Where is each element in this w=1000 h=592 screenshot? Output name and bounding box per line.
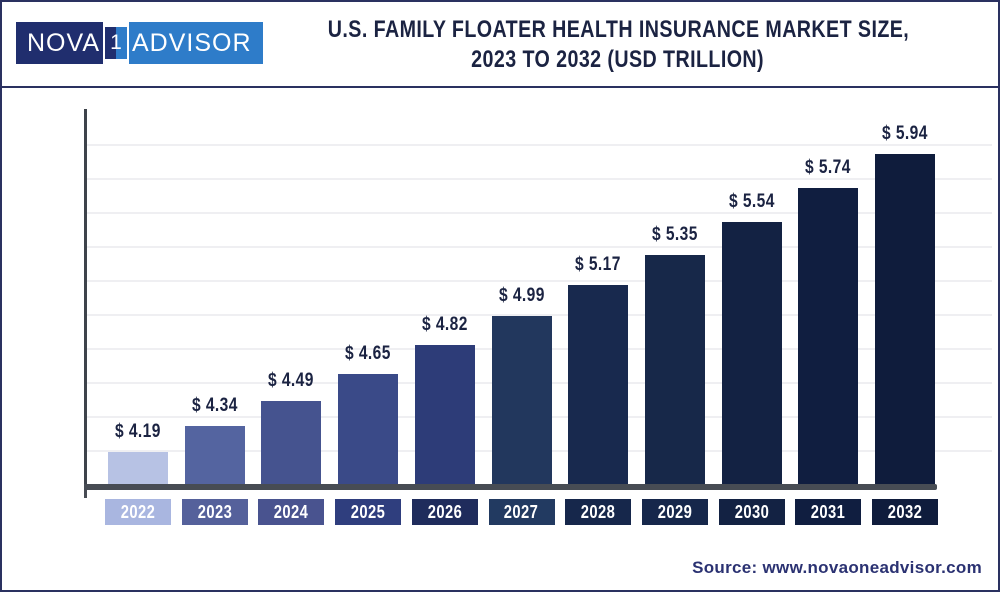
chart-title: U.S. FAMILY FLOATER HEALTH INSURANCE MAR…: [252, 15, 984, 75]
bar-2029: [644, 254, 705, 484]
bar-2026: [414, 344, 475, 484]
gridline: [87, 144, 992, 146]
bar-2024: [261, 400, 322, 484]
value-label-2024: $ 4.49: [268, 369, 315, 391]
x-axis-label-2024: 2024: [258, 499, 325, 525]
value-label-2023: $ 4.34: [191, 395, 238, 417]
chart-title-line2: 2023 TO 2032 (USD TRILLION): [471, 46, 765, 73]
chart-title-line1: U.S. FAMILY FLOATER HEALTH INSURANCE MAR…: [327, 16, 909, 43]
source-text: Source: www.novaoneadvisor.com: [692, 558, 982, 577]
x-axis-label-2023: 2023: [181, 499, 248, 525]
gridline: [87, 314, 992, 316]
value-label-2029: $ 5.35: [651, 223, 698, 245]
value-label-2028: $ 5.17: [575, 254, 622, 276]
x-axis-label-2031: 2031: [795, 499, 862, 525]
gridline: [87, 280, 992, 282]
x-axis-label-2026: 2026: [411, 499, 478, 525]
gridline: [87, 246, 992, 248]
logo-text-nova: NOVA: [16, 22, 103, 64]
header: NOVA 1 ADVISOR U.S. FAMILY FLOATER HEALT…: [2, 2, 998, 88]
gridline: [87, 178, 992, 180]
logo-novaoneadvisor: NOVA 1 ADVISOR: [16, 22, 263, 64]
bar-2023: [184, 426, 245, 484]
bar-2031: [798, 188, 859, 484]
x-axis-label-2027: 2027: [488, 499, 555, 525]
bar-2032: [875, 154, 935, 484]
value-label-2026: $ 4.82: [421, 313, 468, 335]
x-axis-label-2022: 2022: [105, 499, 171, 525]
bar-2027: [491, 315, 552, 484]
logo-box-one-icon: 1: [103, 25, 129, 61]
value-label-2032: $ 5.94: [882, 123, 928, 145]
bar-2025: [338, 373, 399, 484]
x-axis-label-2030: 2030: [718, 499, 785, 525]
bar-2030: [721, 222, 782, 484]
x-axis-label-2032: 2032: [872, 499, 938, 525]
logo-text-advisor: ADVISOR: [129, 22, 263, 64]
gridline: [87, 212, 992, 214]
y-axis-line: [84, 109, 87, 486]
x-axis-label-2028: 2028: [565, 499, 632, 525]
value-label-2030: $ 5.54: [728, 191, 775, 213]
x-axis-label-2025: 2025: [335, 499, 402, 525]
bar-2022: [108, 451, 168, 484]
x-axis-label-2029: 2029: [641, 499, 708, 525]
value-label-2027: $ 4.99: [498, 284, 545, 306]
bar-2028: [568, 285, 629, 484]
x-axis-origin-tick: [84, 484, 87, 498]
value-label-2031: $ 5.74: [805, 157, 852, 179]
value-label-2022: $ 4.19: [115, 420, 161, 442]
x-axis-line: [84, 484, 937, 490]
value-label-2025: $ 4.65: [345, 342, 391, 364]
